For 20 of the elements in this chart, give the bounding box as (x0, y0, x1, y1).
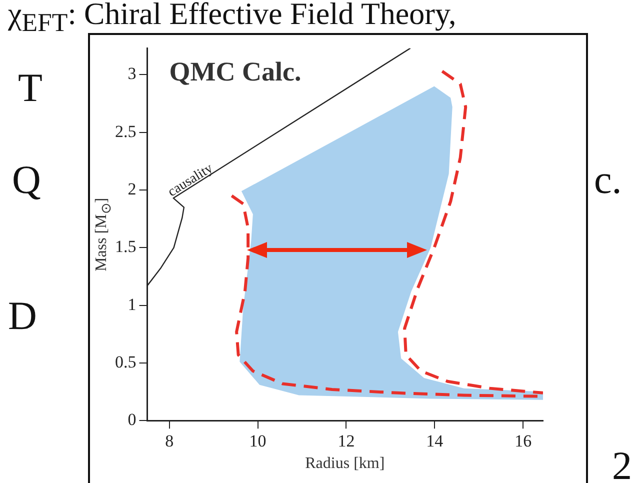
chart-title: QMC Calc. (169, 56, 302, 87)
x-tick-label: 8 (165, 431, 174, 450)
x-tick-label: 16 (514, 431, 532, 450)
x-tick-label: 10 (249, 431, 266, 450)
text: χ$_{EFT}$: Chiral Effective Field Theory, (8, 0, 456, 38)
text: T (18, 65, 42, 110)
text: 2 (612, 443, 632, 483)
text: D (8, 293, 37, 338)
y-tick-label: 2 (128, 179, 136, 198)
text: Q (12, 157, 41, 202)
y-tick-label: 1.5 (115, 237, 136, 256)
y-tick-label: 3 (128, 64, 136, 84)
text: c. (594, 157, 622, 202)
y-tick-label: 1 (128, 294, 136, 314)
y-tick-label: 0 (128, 410, 136, 430)
x-axis-title: Radius [km] (305, 454, 385, 473)
x-tick-label: 14 (426, 431, 444, 450)
x-tick-label: 12 (338, 431, 355, 450)
y-tick-label: 2.5 (115, 122, 136, 141)
y-tick-label: 0.5 (115, 352, 136, 372)
